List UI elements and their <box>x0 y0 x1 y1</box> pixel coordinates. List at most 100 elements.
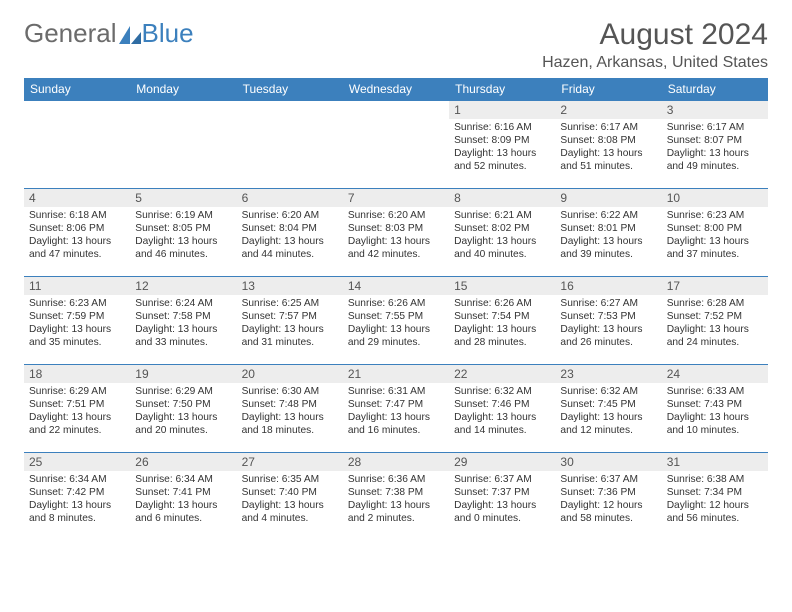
day-number: 16 <box>555 277 661 295</box>
day-info: Sunrise: 6:34 AMSunset: 7:41 PMDaylight:… <box>130 471 236 529</box>
weekday-header: Wednesday <box>343 78 449 101</box>
day-number: 26 <box>130 453 236 471</box>
day-info: Sunrise: 6:37 AMSunset: 7:37 PMDaylight:… <box>449 471 555 529</box>
day-info: Sunrise: 6:33 AMSunset: 7:43 PMDaylight:… <box>662 383 768 441</box>
day-number: 10 <box>662 189 768 207</box>
day-number: 23 <box>555 365 661 383</box>
calendar-day-cell: 20Sunrise: 6:30 AMSunset: 7:48 PMDayligh… <box>237 365 343 453</box>
day-number: 12 <box>130 277 236 295</box>
day-info: Sunrise: 6:32 AMSunset: 7:45 PMDaylight:… <box>555 383 661 441</box>
day-number: 20 <box>237 365 343 383</box>
calendar-day-cell: 14Sunrise: 6:26 AMSunset: 7:55 PMDayligh… <box>343 277 449 365</box>
calendar-day-cell: 8Sunrise: 6:21 AMSunset: 8:02 PMDaylight… <box>449 189 555 277</box>
day-number: 8 <box>449 189 555 207</box>
calendar-day-cell: 11Sunrise: 6:23 AMSunset: 7:59 PMDayligh… <box>24 277 130 365</box>
calendar-day-cell: 6Sunrise: 6:20 AMSunset: 8:04 PMDaylight… <box>237 189 343 277</box>
day-info: Sunrise: 6:18 AMSunset: 8:06 PMDaylight:… <box>24 207 130 265</box>
calendar-day-cell: 4Sunrise: 6:18 AMSunset: 8:06 PMDaylight… <box>24 189 130 277</box>
day-info: Sunrise: 6:17 AMSunset: 8:08 PMDaylight:… <box>555 119 661 177</box>
day-number: 29 <box>449 453 555 471</box>
day-number <box>130 101 236 118</box>
calendar-header: SundayMondayTuesdayWednesdayThursdayFrid… <box>24 78 768 101</box>
calendar-day-cell: 30Sunrise: 6:37 AMSunset: 7:36 PMDayligh… <box>555 453 661 541</box>
day-number: 5 <box>130 189 236 207</box>
day-number: 17 <box>662 277 768 295</box>
weekday-header: Saturday <box>662 78 768 101</box>
day-number: 21 <box>343 365 449 383</box>
day-info: Sunrise: 6:32 AMSunset: 7:46 PMDaylight:… <box>449 383 555 441</box>
calendar-day-cell: 15Sunrise: 6:26 AMSunset: 7:54 PMDayligh… <box>449 277 555 365</box>
day-number: 31 <box>662 453 768 471</box>
day-number: 24 <box>662 365 768 383</box>
calendar-day-cell: 31Sunrise: 6:38 AMSunset: 7:34 PMDayligh… <box>662 453 768 541</box>
day-info: Sunrise: 6:22 AMSunset: 8:01 PMDaylight:… <box>555 207 661 265</box>
day-info: Sunrise: 6:19 AMSunset: 8:05 PMDaylight:… <box>130 207 236 265</box>
day-info: Sunrise: 6:21 AMSunset: 8:02 PMDaylight:… <box>449 207 555 265</box>
calendar-week-row: 18Sunrise: 6:29 AMSunset: 7:51 PMDayligh… <box>24 365 768 453</box>
header-row: General Blue August 2024 Hazen, Arkansas… <box>24 18 768 72</box>
calendar-day-cell: 19Sunrise: 6:29 AMSunset: 7:50 PMDayligh… <box>130 365 236 453</box>
day-number: 19 <box>130 365 236 383</box>
calendar-week-row: 11Sunrise: 6:23 AMSunset: 7:59 PMDayligh… <box>24 277 768 365</box>
day-info: Sunrise: 6:29 AMSunset: 7:50 PMDaylight:… <box>130 383 236 441</box>
day-info: Sunrise: 6:23 AMSunset: 8:00 PMDaylight:… <box>662 207 768 265</box>
title-block: August 2024 Hazen, Arkansas, United Stat… <box>542 18 768 72</box>
day-number: 3 <box>662 101 768 119</box>
calendar-day-cell: 23Sunrise: 6:32 AMSunset: 7:45 PMDayligh… <box>555 365 661 453</box>
weekday-header: Sunday <box>24 78 130 101</box>
calendar-day-cell: 28Sunrise: 6:36 AMSunset: 7:38 PMDayligh… <box>343 453 449 541</box>
calendar-day-cell: 2Sunrise: 6:17 AMSunset: 8:08 PMDaylight… <box>555 101 661 189</box>
location-subtitle: Hazen, Arkansas, United States <box>542 54 768 72</box>
day-number: 18 <box>24 365 130 383</box>
day-number: 22 <box>449 365 555 383</box>
day-info: Sunrise: 6:20 AMSunset: 8:03 PMDaylight:… <box>343 207 449 265</box>
day-info: Sunrise: 6:36 AMSunset: 7:38 PMDaylight:… <box>343 471 449 529</box>
sail-icon <box>119 20 141 38</box>
day-info: Sunrise: 6:35 AMSunset: 7:40 PMDaylight:… <box>237 471 343 529</box>
day-info: Sunrise: 6:25 AMSunset: 7:57 PMDaylight:… <box>237 295 343 353</box>
day-number: 28 <box>343 453 449 471</box>
calendar-day-cell: 16Sunrise: 6:27 AMSunset: 7:53 PMDayligh… <box>555 277 661 365</box>
calendar-body: 1Sunrise: 6:16 AMSunset: 8:09 PMDaylight… <box>24 101 768 541</box>
calendar-week-row: 4Sunrise: 6:18 AMSunset: 8:06 PMDaylight… <box>24 189 768 277</box>
day-number: 9 <box>555 189 661 207</box>
calendar-day-cell: 1Sunrise: 6:16 AMSunset: 8:09 PMDaylight… <box>449 101 555 189</box>
calendar-day-cell: 17Sunrise: 6:28 AMSunset: 7:52 PMDayligh… <box>662 277 768 365</box>
calendar-day-cell: 29Sunrise: 6:37 AMSunset: 7:37 PMDayligh… <box>449 453 555 541</box>
weekday-header: Friday <box>555 78 661 101</box>
day-info: Sunrise: 6:31 AMSunset: 7:47 PMDaylight:… <box>343 383 449 441</box>
calendar-day-cell: 7Sunrise: 6:20 AMSunset: 8:03 PMDaylight… <box>343 189 449 277</box>
calendar-day-cell: 26Sunrise: 6:34 AMSunset: 7:41 PMDayligh… <box>130 453 236 541</box>
calendar-day-cell <box>24 101 130 189</box>
day-info: Sunrise: 6:23 AMSunset: 7:59 PMDaylight:… <box>24 295 130 353</box>
day-info: Sunrise: 6:29 AMSunset: 7:51 PMDaylight:… <box>24 383 130 441</box>
day-info: Sunrise: 6:38 AMSunset: 7:34 PMDaylight:… <box>662 471 768 529</box>
weekday-header: Thursday <box>449 78 555 101</box>
day-info: Sunrise: 6:27 AMSunset: 7:53 PMDaylight:… <box>555 295 661 353</box>
calendar-day-cell <box>237 101 343 189</box>
calendar-day-cell <box>343 101 449 189</box>
day-info: Sunrise: 6:34 AMSunset: 7:42 PMDaylight:… <box>24 471 130 529</box>
day-number: 27 <box>237 453 343 471</box>
calendar-day-cell <box>130 101 236 189</box>
day-number: 1 <box>449 101 555 119</box>
calendar-day-cell: 5Sunrise: 6:19 AMSunset: 8:05 PMDaylight… <box>130 189 236 277</box>
day-number <box>237 101 343 118</box>
calendar-day-cell: 22Sunrise: 6:32 AMSunset: 7:46 PMDayligh… <box>449 365 555 453</box>
month-title: August 2024 <box>542 18 768 52</box>
calendar-day-cell: 9Sunrise: 6:22 AMSunset: 8:01 PMDaylight… <box>555 189 661 277</box>
calendar-day-cell: 12Sunrise: 6:24 AMSunset: 7:58 PMDayligh… <box>130 277 236 365</box>
day-number: 15 <box>449 277 555 295</box>
day-info: Sunrise: 6:16 AMSunset: 8:09 PMDaylight:… <box>449 119 555 177</box>
brand-part2: Blue <box>142 18 194 49</box>
day-info: Sunrise: 6:24 AMSunset: 7:58 PMDaylight:… <box>130 295 236 353</box>
day-number: 13 <box>237 277 343 295</box>
calendar-table: SundayMondayTuesdayWednesdayThursdayFrid… <box>24 78 768 541</box>
day-number: 11 <box>24 277 130 295</box>
calendar-day-cell: 18Sunrise: 6:29 AMSunset: 7:51 PMDayligh… <box>24 365 130 453</box>
calendar-day-cell: 13Sunrise: 6:25 AMSunset: 7:57 PMDayligh… <box>237 277 343 365</box>
brand-part1: General <box>24 18 117 49</box>
calendar-week-row: 1Sunrise: 6:16 AMSunset: 8:09 PMDaylight… <box>24 101 768 189</box>
day-number: 4 <box>24 189 130 207</box>
calendar-day-cell: 27Sunrise: 6:35 AMSunset: 7:40 PMDayligh… <box>237 453 343 541</box>
